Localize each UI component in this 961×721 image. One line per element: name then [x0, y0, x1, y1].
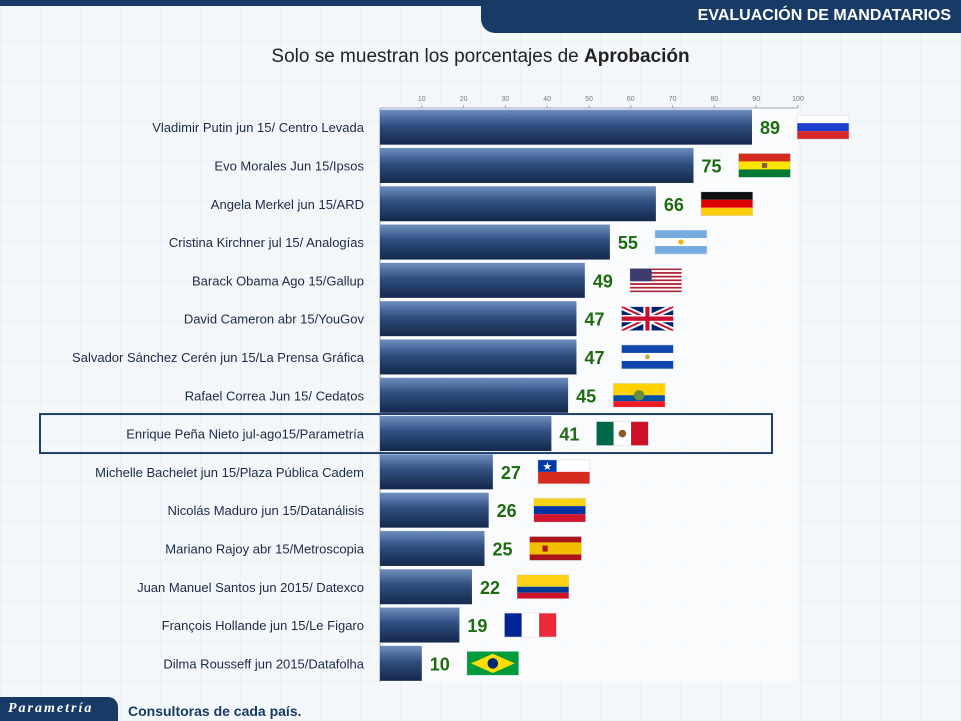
russia-flag: [796, 114, 850, 140]
venezuela-flag: [533, 497, 586, 523]
bar: [380, 607, 460, 643]
category-label: Cristina Kirchner jul 15/ Analogías: [169, 235, 365, 250]
france-flag: [504, 612, 557, 638]
bar: [380, 645, 422, 681]
value-label: 55: [618, 233, 638, 253]
bar: [380, 224, 610, 260]
chile-flag: ★: [537, 459, 591, 485]
category-label: David Cameron abr 15/YouGov: [184, 312, 365, 327]
chart-subtitle: Solo se muestran los porcentajes de Apro…: [0, 46, 961, 68]
bar: [380, 262, 585, 298]
category-label: Juan Manuel Santos jun 2015/ Datexco: [137, 580, 364, 595]
value-label: 27: [501, 463, 521, 483]
category-label: Rafael Correa Jun 15/ Cedatos: [185, 388, 365, 403]
bar: [380, 186, 656, 222]
category-label: Dilma Rousseff jun 2015/Datafolha: [163, 656, 364, 671]
category-label: François Hollande jun 15/Le Figaro: [162, 618, 364, 633]
category-label: Michelle Bachelet jun 15/Plaza Pública C…: [95, 465, 364, 480]
x-tick-label: 50: [585, 96, 593, 103]
category-label: Enrique Peña Nieto jul-ago15/Parametría: [126, 427, 365, 442]
x-tick-label: 30: [502, 96, 510, 103]
spain-flag: [529, 536, 582, 561]
category-label: Angela Merkel jun 15/ARD: [211, 197, 364, 212]
source-note: Consultoras de cada país.: [128, 703, 302, 719]
highlight-box: [39, 413, 773, 455]
el-salvador-flag: [621, 344, 674, 370]
category-label: Barack Obama Ago 15/Gallup: [192, 273, 364, 288]
header-title: EVALUACIÓN DE MANDATARIOS: [697, 7, 951, 24]
value-label: 26: [497, 501, 517, 521]
svg-text:★: ★: [542, 461, 552, 473]
argentina-flag: [654, 229, 708, 255]
value-label: 49: [593, 271, 613, 291]
value-label: 45: [576, 386, 596, 406]
bar: [380, 530, 485, 566]
value-label: 10: [430, 654, 450, 674]
x-tick-label: 90: [752, 96, 760, 103]
bar: [380, 492, 489, 528]
category-label: Vladimir Putin jun 15/ Centro Levada: [152, 120, 365, 135]
value-label: 47: [584, 310, 604, 330]
colombia-flag: [516, 574, 570, 600]
value-label: 22: [480, 578, 500, 598]
bar: [380, 454, 493, 490]
bar: [380, 301, 577, 337]
subtitle-bold: Aprobación: [584, 46, 690, 67]
ecuador-flag: [612, 382, 666, 408]
x-tick-label: 80: [711, 96, 719, 103]
value-label: 75: [702, 156, 722, 176]
category-label: Nicolás Maduro jun 15/Datanálisis: [167, 503, 364, 518]
mexico-flag: [596, 421, 649, 446]
x-tick-label: 100: [792, 96, 804, 103]
x-tick-label: 40: [543, 96, 551, 103]
germany-flag: [700, 191, 754, 217]
value-label: 19: [467, 616, 487, 636]
bar: [380, 569, 472, 605]
category-label: Evo Morales Jun 15/Ipsos: [214, 158, 364, 173]
bar: [380, 147, 694, 183]
uk-flag: [620, 303, 675, 334]
x-tick-label: 10: [418, 96, 426, 103]
usa-flag: [629, 268, 683, 293]
bolivia-flag: [738, 153, 791, 178]
footer: Parametría Consultoras de cada país.: [0, 697, 961, 721]
top-stripe: [0, 0, 961, 6]
x-tick-label: 60: [627, 96, 635, 103]
value-label: 89: [760, 118, 780, 138]
bar: [380, 377, 569, 413]
x-tick-label: 20: [460, 96, 468, 103]
category-label: Salvador Sánchez Cerén jun 15/La Prensa …: [72, 350, 365, 365]
parametria-logo: Parametría: [0, 697, 118, 721]
header-banner: EVALUACIÓN DE MANDATARIOS: [481, 0, 961, 33]
brazil-flag: [466, 651, 520, 676]
value-label: 41: [559, 425, 579, 445]
bar: [380, 339, 577, 375]
value-label: 25: [493, 539, 513, 559]
bar: [380, 109, 753, 145]
subtitle-prefix: Solo se muestran los porcentajes de: [271, 46, 585, 67]
x-tick-label: 70: [669, 96, 677, 103]
value-label: 47: [584, 348, 604, 368]
category-label: Mariano Rajoy abr 15/Metroscopia: [165, 541, 364, 556]
bar: [380, 416, 552, 452]
value-label: 66: [664, 195, 684, 215]
